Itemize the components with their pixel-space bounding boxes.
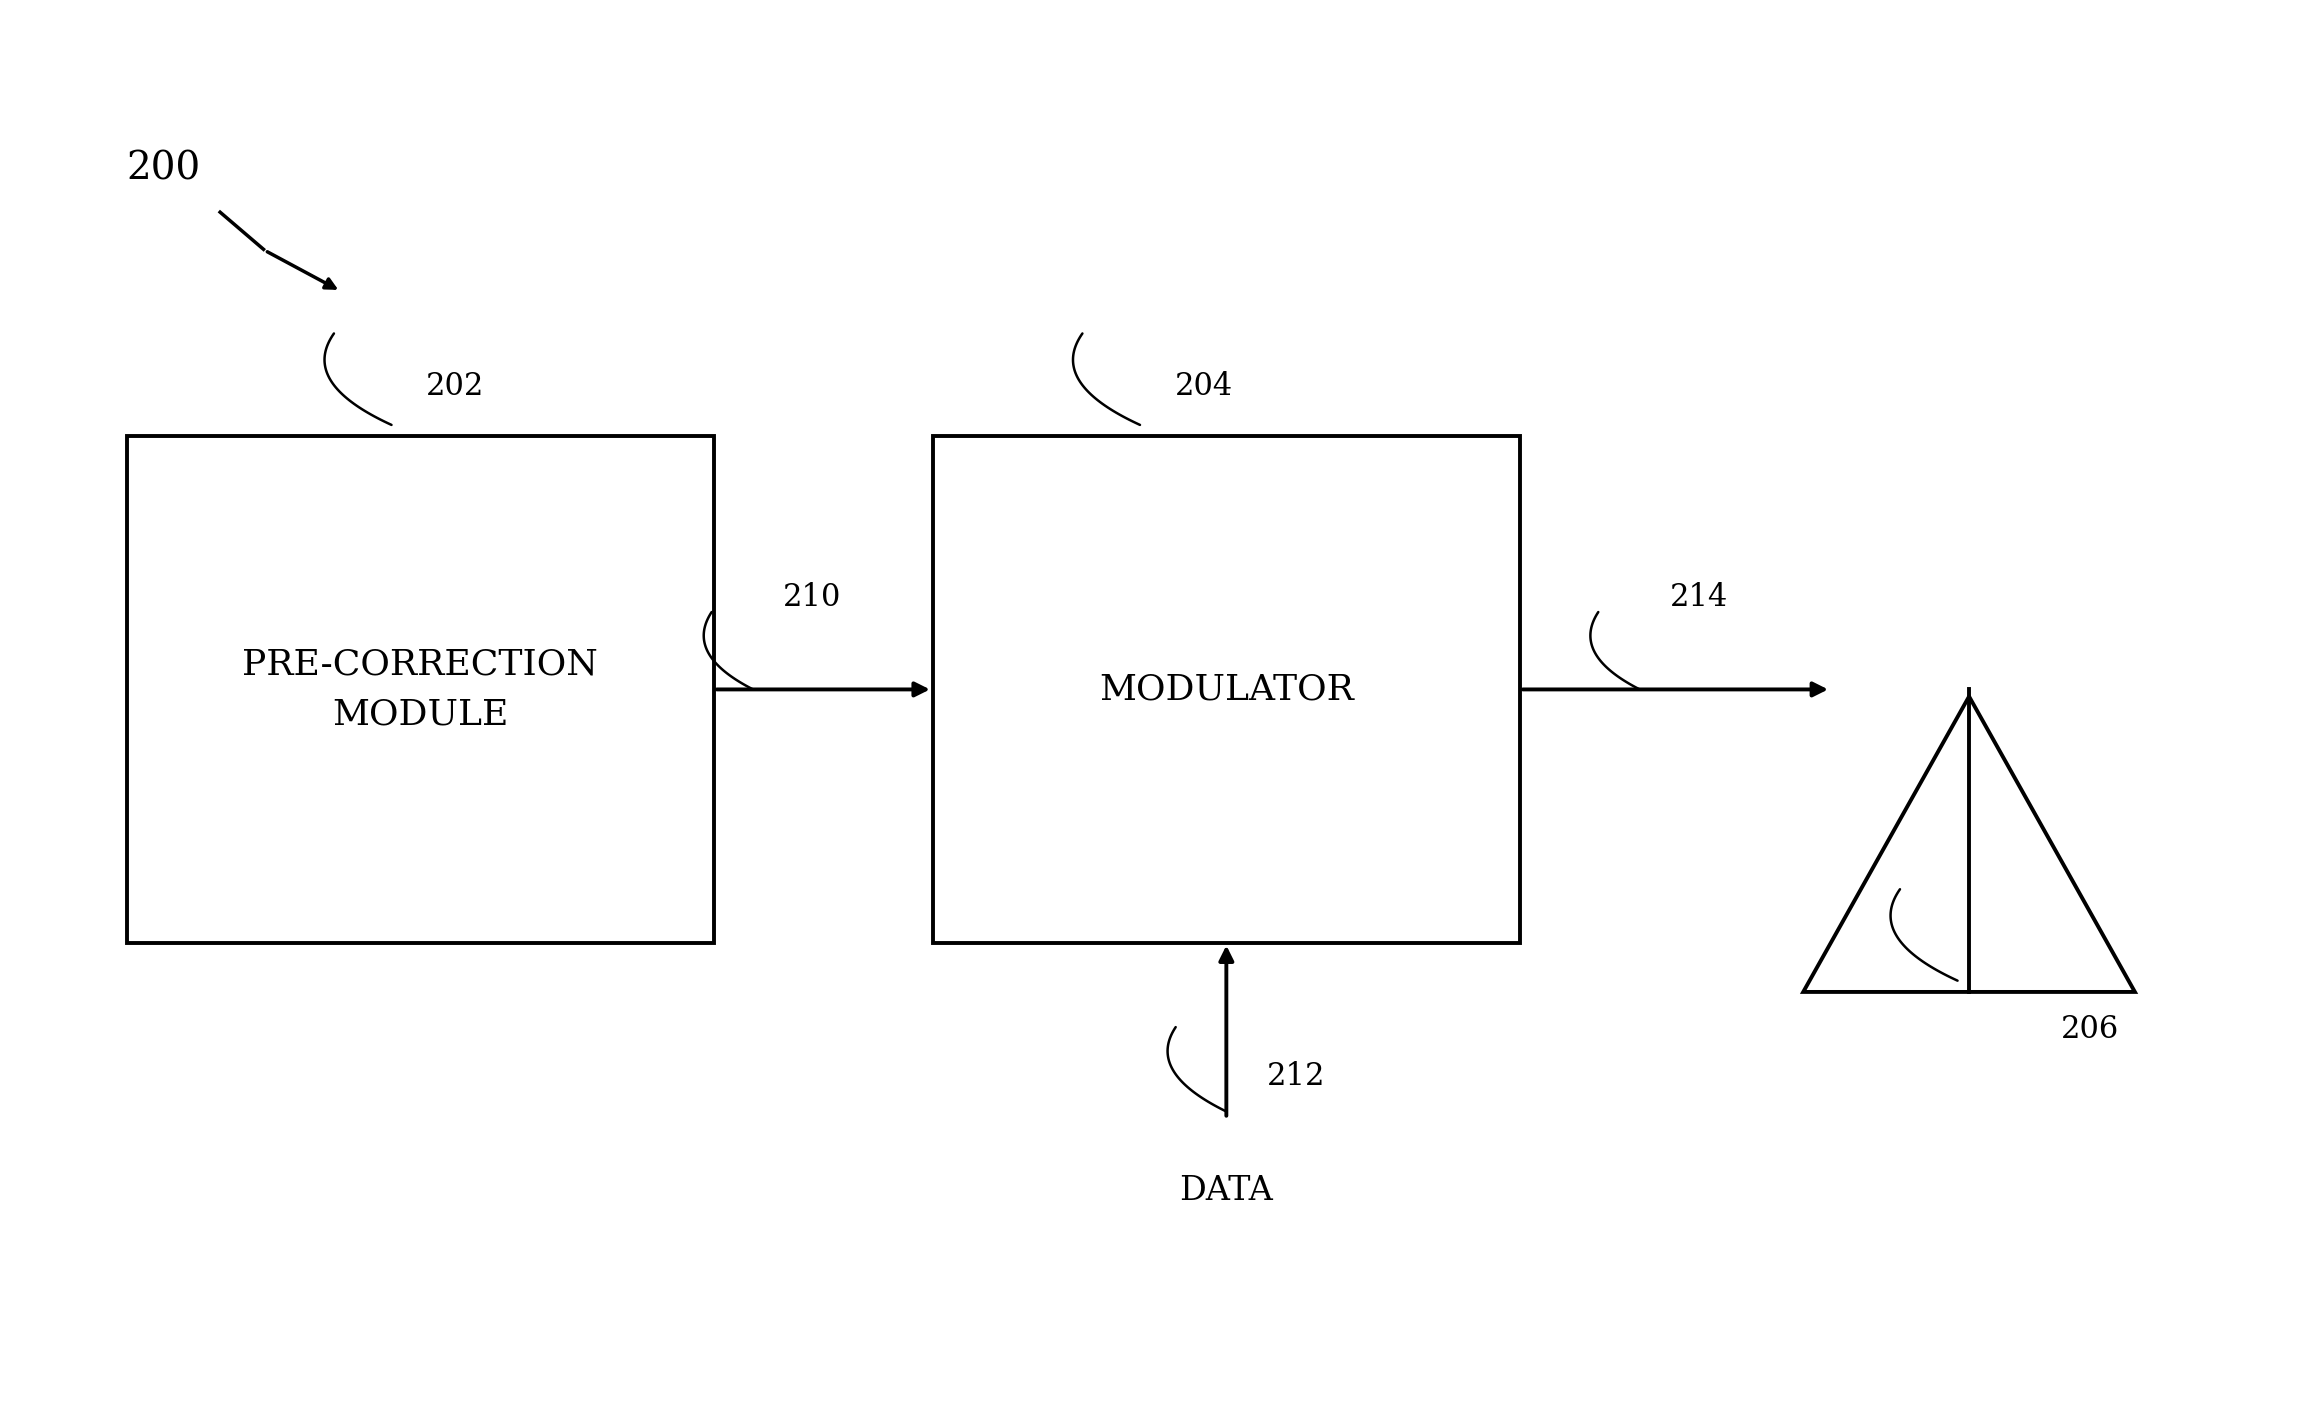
- Text: 214: 214: [1670, 582, 1727, 613]
- Text: MODULATOR: MODULATOR: [1099, 673, 1354, 706]
- Bar: [127, 436, 714, 943]
- Bar: [933, 436, 1520, 943]
- Text: DATA: DATA: [1179, 1175, 1274, 1207]
- Text: 200: 200: [127, 151, 200, 187]
- Text: 210: 210: [783, 582, 841, 613]
- Text: 212: 212: [1267, 1061, 1324, 1092]
- Text: 202: 202: [426, 371, 484, 402]
- Text: 204: 204: [1175, 371, 1232, 402]
- Text: PRE-CORRECTION
MODULE: PRE-CORRECTION MODULE: [242, 647, 599, 732]
- Text: 206: 206: [2061, 1014, 2119, 1045]
